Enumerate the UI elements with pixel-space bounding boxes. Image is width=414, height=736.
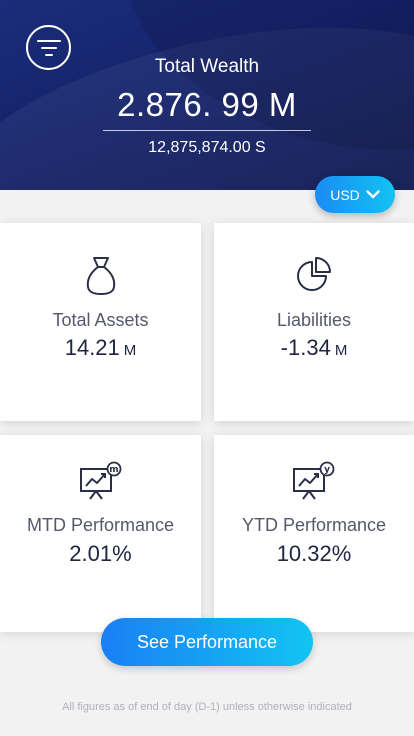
total-assets-card[interactable]: Total Assets 14.21 M: [0, 223, 201, 421]
total-wealth-subvalue: 12,875,874.00 S: [148, 139, 266, 156]
card-label: Total Assets: [52, 310, 149, 330]
liabilities-card[interactable]: Liabilities -1.34 M: [214, 223, 414, 421]
currency-label: USD: [330, 186, 360, 203]
currency-select-button[interactable]: USD: [315, 176, 395, 213]
see-performance-label: See Performance: [136, 631, 278, 652]
presentation-chart-icon: y: [293, 461, 335, 500]
chevron-down-icon: [366, 190, 380, 199]
pie-chart-icon: [297, 257, 331, 291]
divider: [103, 130, 311, 131]
filter-menu-icon: [36, 39, 61, 56]
presentation-chart-icon: m: [79, 461, 121, 500]
filter-menu-button[interactable]: [26, 25, 71, 70]
card-label: YTD Performance: [241, 515, 387, 535]
mtd-performance-card[interactable]: m MTD Performance 2.01%: [0, 435, 201, 632]
total-wealth-value: 2.876. 99 M: [117, 86, 297, 123]
ytd-performance-card[interactable]: y YTD Performance 10.32%: [214, 435, 414, 632]
svg-text:y: y: [324, 465, 330, 475]
svg-text:m: m: [109, 465, 118, 475]
see-performance-button[interactable]: See Performance: [101, 618, 313, 666]
card-value: 14.21 M: [64, 335, 137, 360]
card-value: 2.01%: [69, 541, 132, 566]
card-label: MTD Performance: [26, 515, 175, 535]
wealth-header: Total Wealth 2.876. 99 M 12,875,874.00 S: [0, 0, 414, 190]
card-value: 10.32%: [276, 541, 352, 566]
footnote: All figures as of end of day (D-1) unles…: [62, 701, 352, 713]
card-label: Liabilities: [276, 310, 352, 330]
money-bag-icon: [86, 257, 115, 295]
card-value: -1.34 M: [280, 335, 348, 360]
total-wealth-title: Total Wealth: [154, 56, 260, 77]
